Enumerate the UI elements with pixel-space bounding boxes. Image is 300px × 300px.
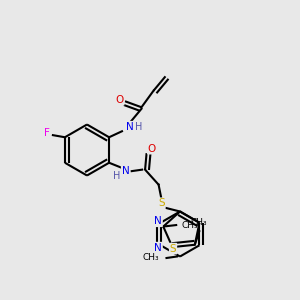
Text: CH₃: CH₃ [191, 218, 208, 227]
Text: N: N [154, 243, 162, 253]
Text: S: S [170, 244, 176, 254]
Text: F: F [44, 128, 50, 138]
Text: S: S [158, 198, 165, 208]
Text: H: H [135, 122, 143, 132]
Text: O: O [116, 95, 124, 105]
Text: H: H [113, 171, 120, 181]
Text: CH₃: CH₃ [142, 254, 159, 262]
Text: O: O [148, 144, 156, 154]
Text: N: N [154, 216, 162, 226]
Text: N: N [126, 122, 134, 132]
Text: CH₃: CH₃ [181, 220, 198, 230]
Text: N: N [122, 166, 130, 176]
